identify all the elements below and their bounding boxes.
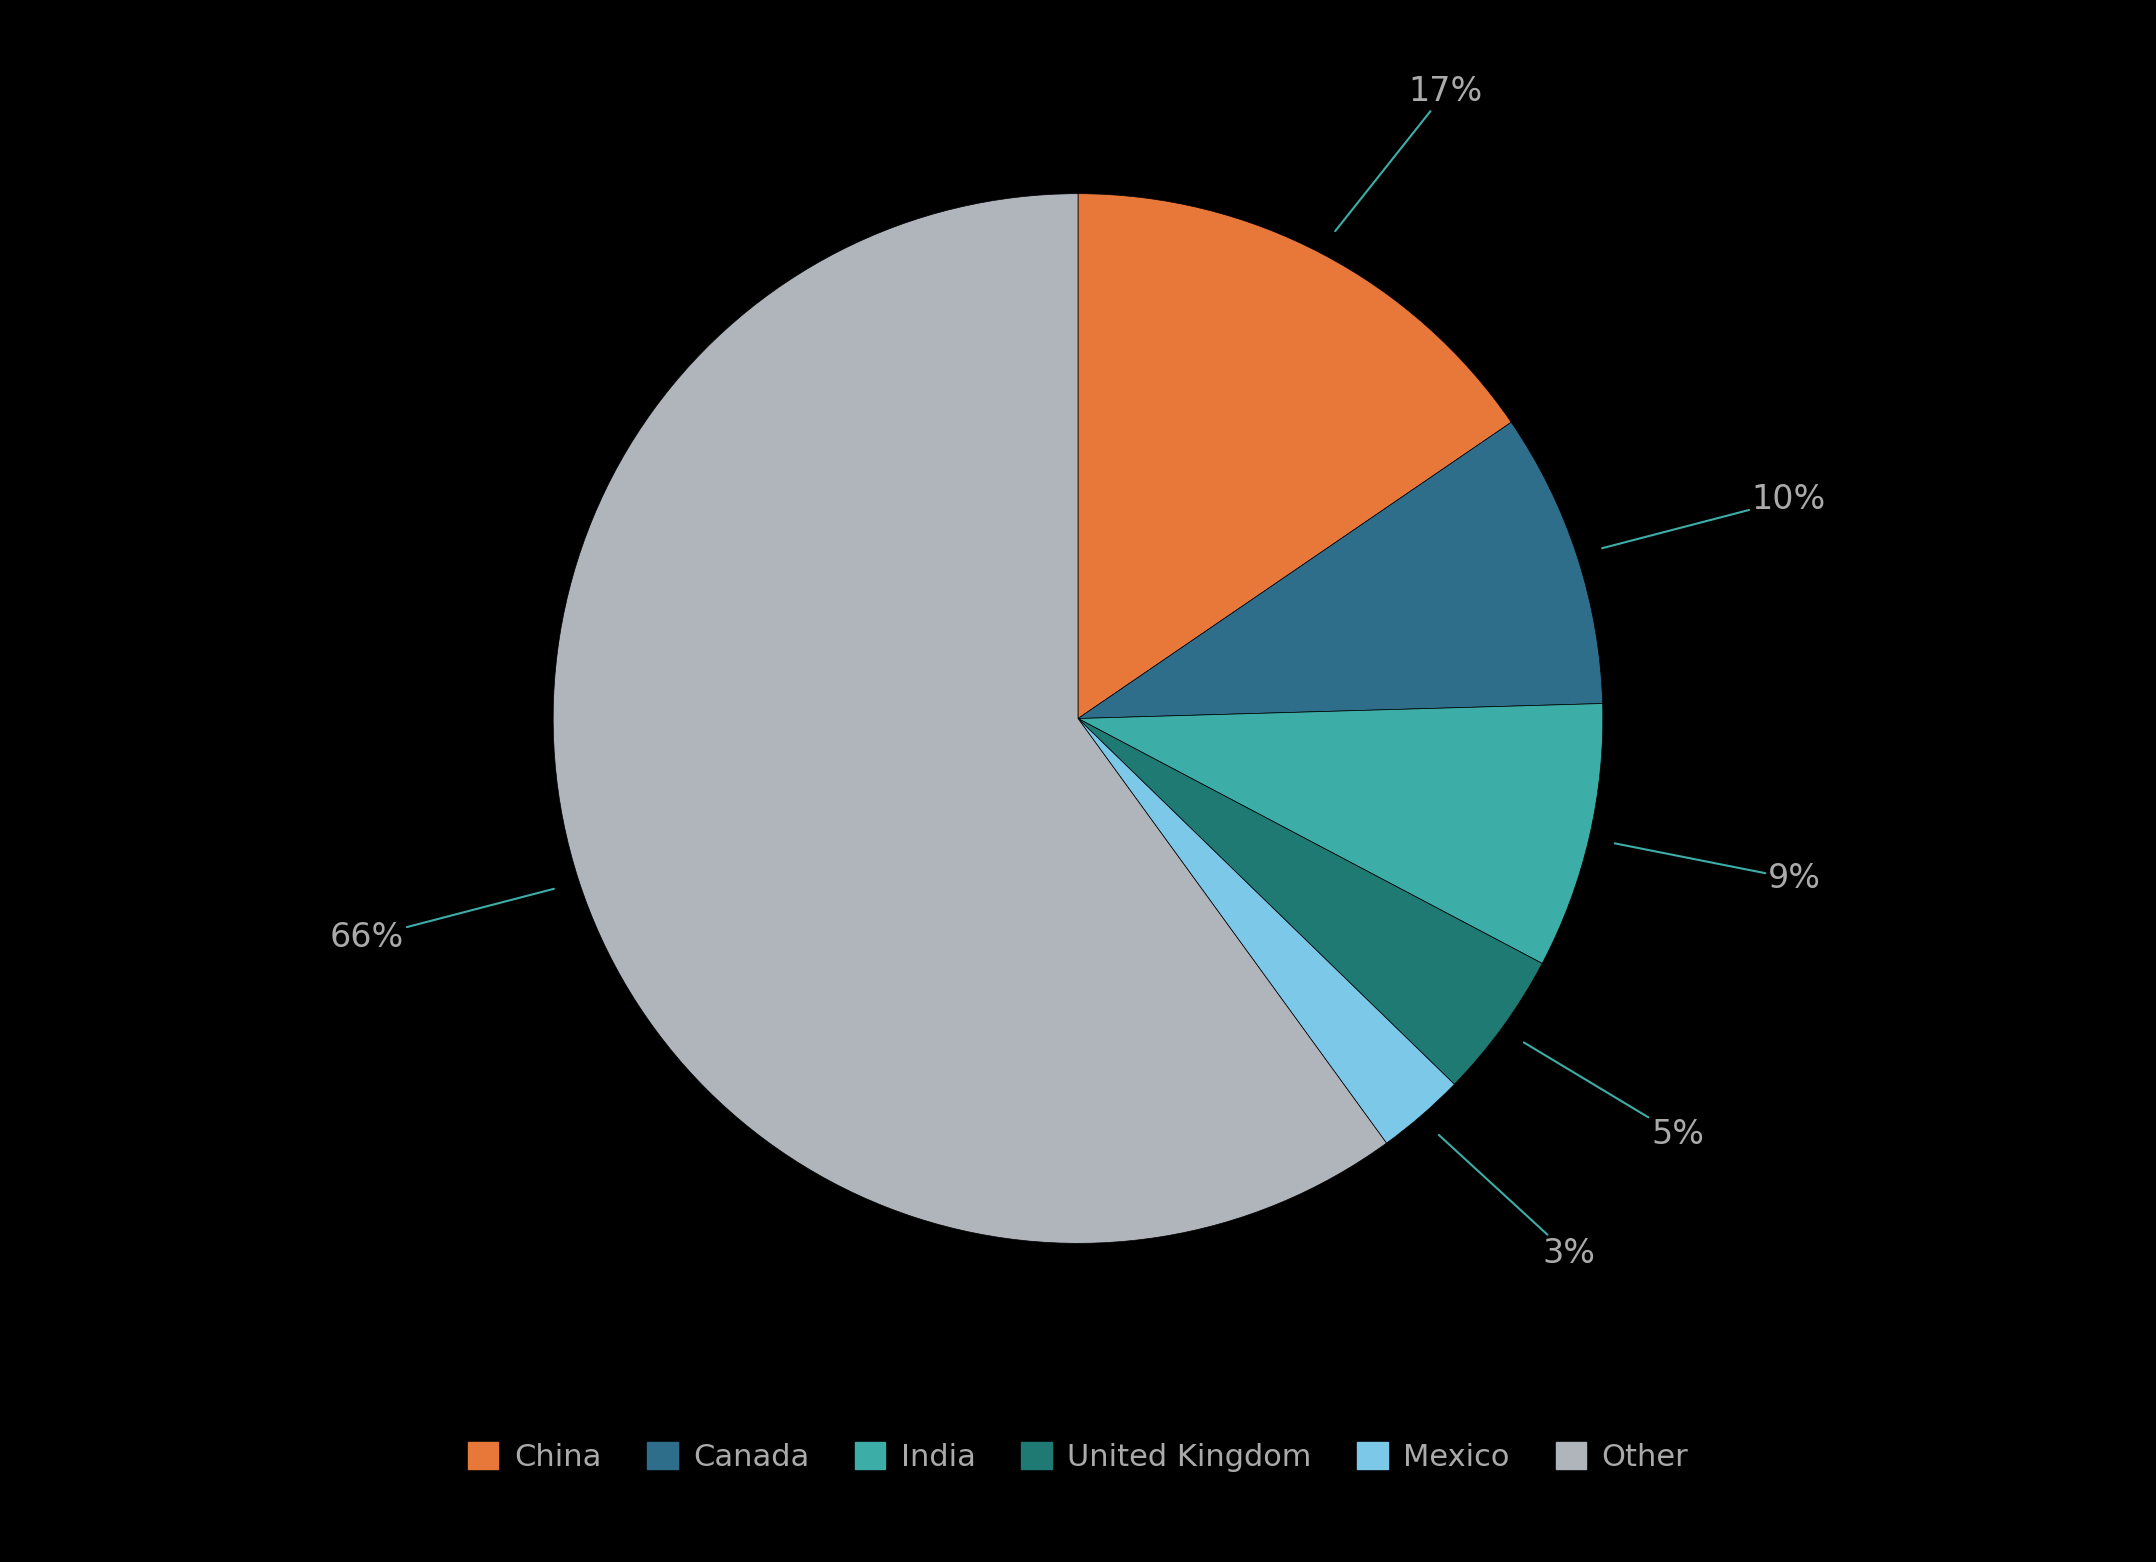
Text: 66%: 66% <box>330 889 554 954</box>
Text: 5%: 5% <box>1524 1042 1703 1151</box>
Wedge shape <box>1078 194 1511 719</box>
Wedge shape <box>1078 703 1602 964</box>
Text: 3%: 3% <box>1438 1136 1595 1270</box>
Wedge shape <box>554 194 1386 1243</box>
Wedge shape <box>1078 719 1542 1084</box>
Wedge shape <box>1078 422 1602 719</box>
Wedge shape <box>1078 719 1455 1143</box>
Legend: China, Canada, India, United Kingdom, Mexico, Other: China, Canada, India, United Kingdom, Me… <box>455 1429 1701 1484</box>
Text: 10%: 10% <box>1602 483 1826 548</box>
Text: 17%: 17% <box>1335 75 1483 231</box>
Text: 9%: 9% <box>1615 843 1822 895</box>
